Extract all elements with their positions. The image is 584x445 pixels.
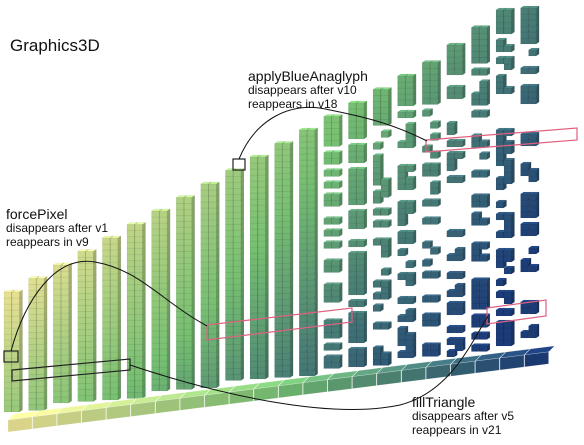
version-column: [224, 168, 245, 381]
version-column: [495, 7, 516, 347]
base-tile-front: [352, 373, 377, 389]
base-tile-front: [81, 407, 107, 423]
annotation-name: forcePixel: [6, 206, 68, 222]
annotation-reappears: reappears in v21: [412, 422, 502, 437]
version-column: [52, 262, 73, 404]
version-column: [101, 235, 122, 401]
version-column: [372, 87, 393, 366]
base-tile-front: [32, 413, 57, 430]
base-tile-front: [179, 395, 205, 411]
version-column: [77, 249, 97, 402]
base-tile-front: [155, 398, 180, 414]
base-tile-front: [475, 357, 500, 374]
annotation-fillTriangle: fillTriangle disappears after v5 reappea…: [412, 394, 514, 438]
base-tile-front: [425, 364, 451, 380]
base-tile: [105, 398, 138, 408]
version-column: [273, 141, 294, 378]
annotation-disappears: disappears after v10: [248, 83, 357, 98]
connector-applyBlueAnaglyph: [238, 106, 428, 160]
base-tile-front: [130, 401, 156, 417]
base-tile-front: [56, 410, 82, 427]
base-tile-front: [327, 376, 353, 392]
version-column: [470, 25, 491, 352]
version-column: [200, 181, 220, 389]
base-tile-front: [376, 370, 402, 386]
diagram-title: Graphics3D: [10, 36, 100, 55]
base-tile-front: [499, 354, 525, 371]
version-column: [126, 222, 147, 399]
highlight-box-forcePixel: [206, 307, 353, 341]
base-tile-front: [302, 379, 328, 396]
version-column: [323, 114, 343, 369]
base-tile-front: [524, 351, 549, 368]
version-column: [175, 195, 196, 390]
version-column: [298, 127, 319, 377]
annotation-forcePixel: forcePixel disappears after v1 reappears…: [6, 206, 108, 250]
version-column: [396, 73, 417, 359]
annotation-name: applyBlueAnaglyph: [248, 68, 368, 84]
highlight-box-fillTriangle: [486, 299, 547, 325]
base-tile-front: [278, 382, 303, 399]
annotation-name: fillTriangle: [412, 394, 476, 410]
annotation-applyBlueAnaglyph: applyBlueAnaglyph disappears after v10 r…: [248, 68, 368, 112]
highlight-box-applyBlueAnaglyph: [425, 127, 578, 153]
version-column: [27, 276, 48, 411]
version-column: [347, 100, 368, 368]
selector-box-fillTriangle: [11, 358, 131, 382]
annotation-reappears: reappears in v9: [6, 234, 89, 249]
callout-overlays: [3, 106, 578, 410]
base-tile-front: [401, 367, 426, 383]
base-tile: [56, 404, 88, 415]
base-tile-front: [253, 385, 279, 402]
base-tile-front: [204, 391, 230, 408]
version-column: [421, 60, 442, 357]
connector-forcePixel: [10, 260, 208, 352]
base-tile-front: [7, 416, 33, 433]
annotation-disappears: disappears after v1: [6, 221, 109, 236]
timeline-base: [7, 345, 556, 433]
annotation-disappears: disappears after v5: [412, 409, 515, 424]
connector-fillTriangle: [129, 315, 489, 410]
version-column: [519, 5, 540, 339]
annotation-reappears: reappears in v18: [248, 96, 338, 111]
base-tile-front: [229, 388, 254, 405]
version-column: [249, 154, 270, 380]
base-tile-front: [106, 404, 131, 420]
version-column: [446, 42, 466, 358]
